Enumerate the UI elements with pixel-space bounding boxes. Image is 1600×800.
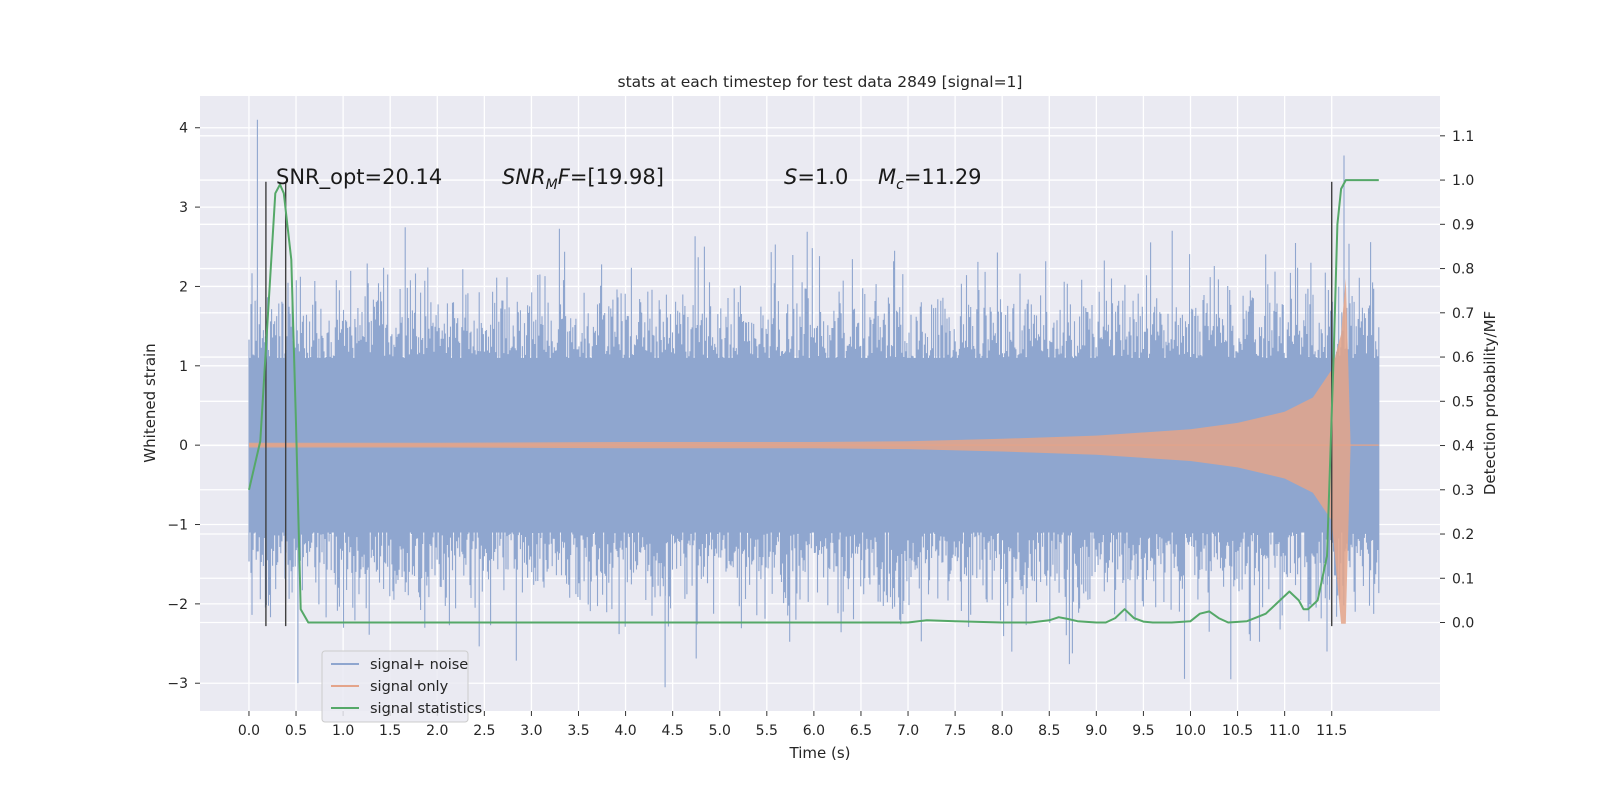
y-right-tick-label: 0.2 — [1452, 527, 1474, 543]
annotation-s: S=1.0 — [784, 165, 848, 189]
y-right-tick-label: 0.3 — [1452, 483, 1474, 499]
annotation-snr-mf-value: =[19.98] — [570, 165, 664, 189]
y-right-tick-label: 0.9 — [1452, 217, 1474, 233]
legend: signal+ noise signal only signal statist… — [321, 650, 482, 723]
y-right-tick-label: 0.8 — [1452, 262, 1474, 278]
x-tick-label: 10.5 — [1222, 723, 1253, 739]
annotation-mc-name: M — [878, 165, 896, 189]
annotation-mc: Mc=11.29 — [878, 165, 982, 193]
x-tick-label: 5.5 — [756, 723, 778, 739]
y-right-tick-label: 0.5 — [1452, 394, 1474, 410]
y-tick-label: 0 — [179, 438, 188, 454]
chart-title: stats at each timestep for test data 284… — [618, 73, 1023, 91]
annotation-snr-mf-name2: F — [558, 165, 571, 189]
y-tick-label: 3 — [179, 200, 188, 216]
y-tick-label: −2 — [167, 597, 188, 613]
y-right-tick-label: 1.1 — [1452, 129, 1474, 145]
y-tick-label: 1 — [179, 359, 188, 375]
statistics-line — [248, 179, 1379, 624]
x-tick-label: 7.5 — [944, 723, 966, 739]
x-tick-label: 0.5 — [285, 723, 307, 739]
x-tick-label: 8.0 — [991, 723, 1013, 739]
annotation-snr-opt: SNR_opt=20.14 — [276, 165, 442, 190]
y-right-tick-label: 0.0 — [1452, 616, 1474, 632]
x-tick-label: 5.0 — [709, 723, 731, 739]
x-tick-label: 9.5 — [1132, 723, 1154, 739]
annotation-mc-sub: c — [896, 177, 904, 193]
series-signal-only — [248, 278, 1379, 624]
x-tick-label: 2.5 — [473, 723, 495, 739]
x-tick-label: 9.0 — [1085, 723, 1107, 739]
y-tick-label: −3 — [167, 676, 188, 692]
series-signal-statistics — [248, 179, 1379, 624]
annotations: SNR_opt=20.14 SNRMF=[19.98] S=1.0 Mc=11.… — [276, 165, 982, 193]
x-tick-label: 1.0 — [332, 723, 354, 739]
signal-envelope — [249, 278, 1351, 624]
x-tick-label: 4.0 — [614, 723, 636, 739]
y-right-tick-label: 1.0 — [1452, 173, 1474, 189]
y-axis-label: Whitened strain — [141, 343, 159, 462]
x-axis-ticks: 0.0 0.5 1.0 1.5 2.0 2.5 3.0 3.5 4.0 4.5 5.0 5.5 6.0 6… — [238, 711, 1347, 739]
x-axis-label: Time (s) — [789, 744, 851, 762]
legend-label-signal-statistics: signal statistics — [370, 701, 482, 717]
legend-box — [321, 650, 469, 723]
y-right-tick-label: 0.4 — [1452, 439, 1474, 455]
x-tick-label: 6.5 — [850, 723, 872, 739]
annotation-snr-mf-name: SNR — [502, 165, 546, 189]
y-tick-label: −1 — [167, 518, 188, 534]
x-tick-label: 4.5 — [662, 723, 684, 739]
x-tick-label: 1.5 — [379, 723, 401, 739]
annotation-mc-value: =11.29 — [904, 165, 982, 189]
y-right-tick-label: 0.6 — [1452, 350, 1474, 366]
y-tick-label: 4 — [179, 121, 188, 137]
x-tick-label: 10.0 — [1175, 723, 1206, 739]
y-right-tick-label: 0.7 — [1452, 306, 1474, 322]
x-tick-label: 8.5 — [1038, 723, 1060, 739]
y-right-tick-label: 0.1 — [1452, 571, 1474, 587]
annotation-s-value: =1.0 — [797, 165, 848, 189]
x-tick-label: 3.5 — [567, 723, 589, 739]
annotation-snr-mf: SNRMF=[19.98] — [502, 165, 664, 193]
x-tick-label: 11.5 — [1316, 723, 1347, 739]
y-tick-label: 2 — [179, 279, 188, 295]
y-right-axis-label: Detection probability/MF — [1481, 311, 1499, 495]
legend-label-signal-plus-noise: signal+ noise — [370, 657, 468, 673]
legend-label-signal-only: signal only — [370, 679, 449, 695]
x-tick-label: 11.0 — [1269, 723, 1300, 739]
x-tick-label: 2.0 — [426, 723, 448, 739]
x-tick-label: 0.0 — [238, 723, 260, 739]
x-tick-label: 7.0 — [897, 723, 919, 739]
y-axis-ticks: 4 3 2 1 0 −1 −2 −3 — [167, 121, 200, 692]
x-tick-label: 3.0 — [520, 723, 542, 739]
annotation-s-name: S — [784, 165, 797, 189]
x-tick-label: 6.0 — [803, 723, 825, 739]
y-right-axis-ticks: 1.1 1.0 0.9 0.8 0.7 0.6 0.5 0.4 0.3 0.2 0.1 0.0 — [1440, 129, 1474, 632]
annotation-snr-mf-sub: M — [546, 177, 558, 193]
